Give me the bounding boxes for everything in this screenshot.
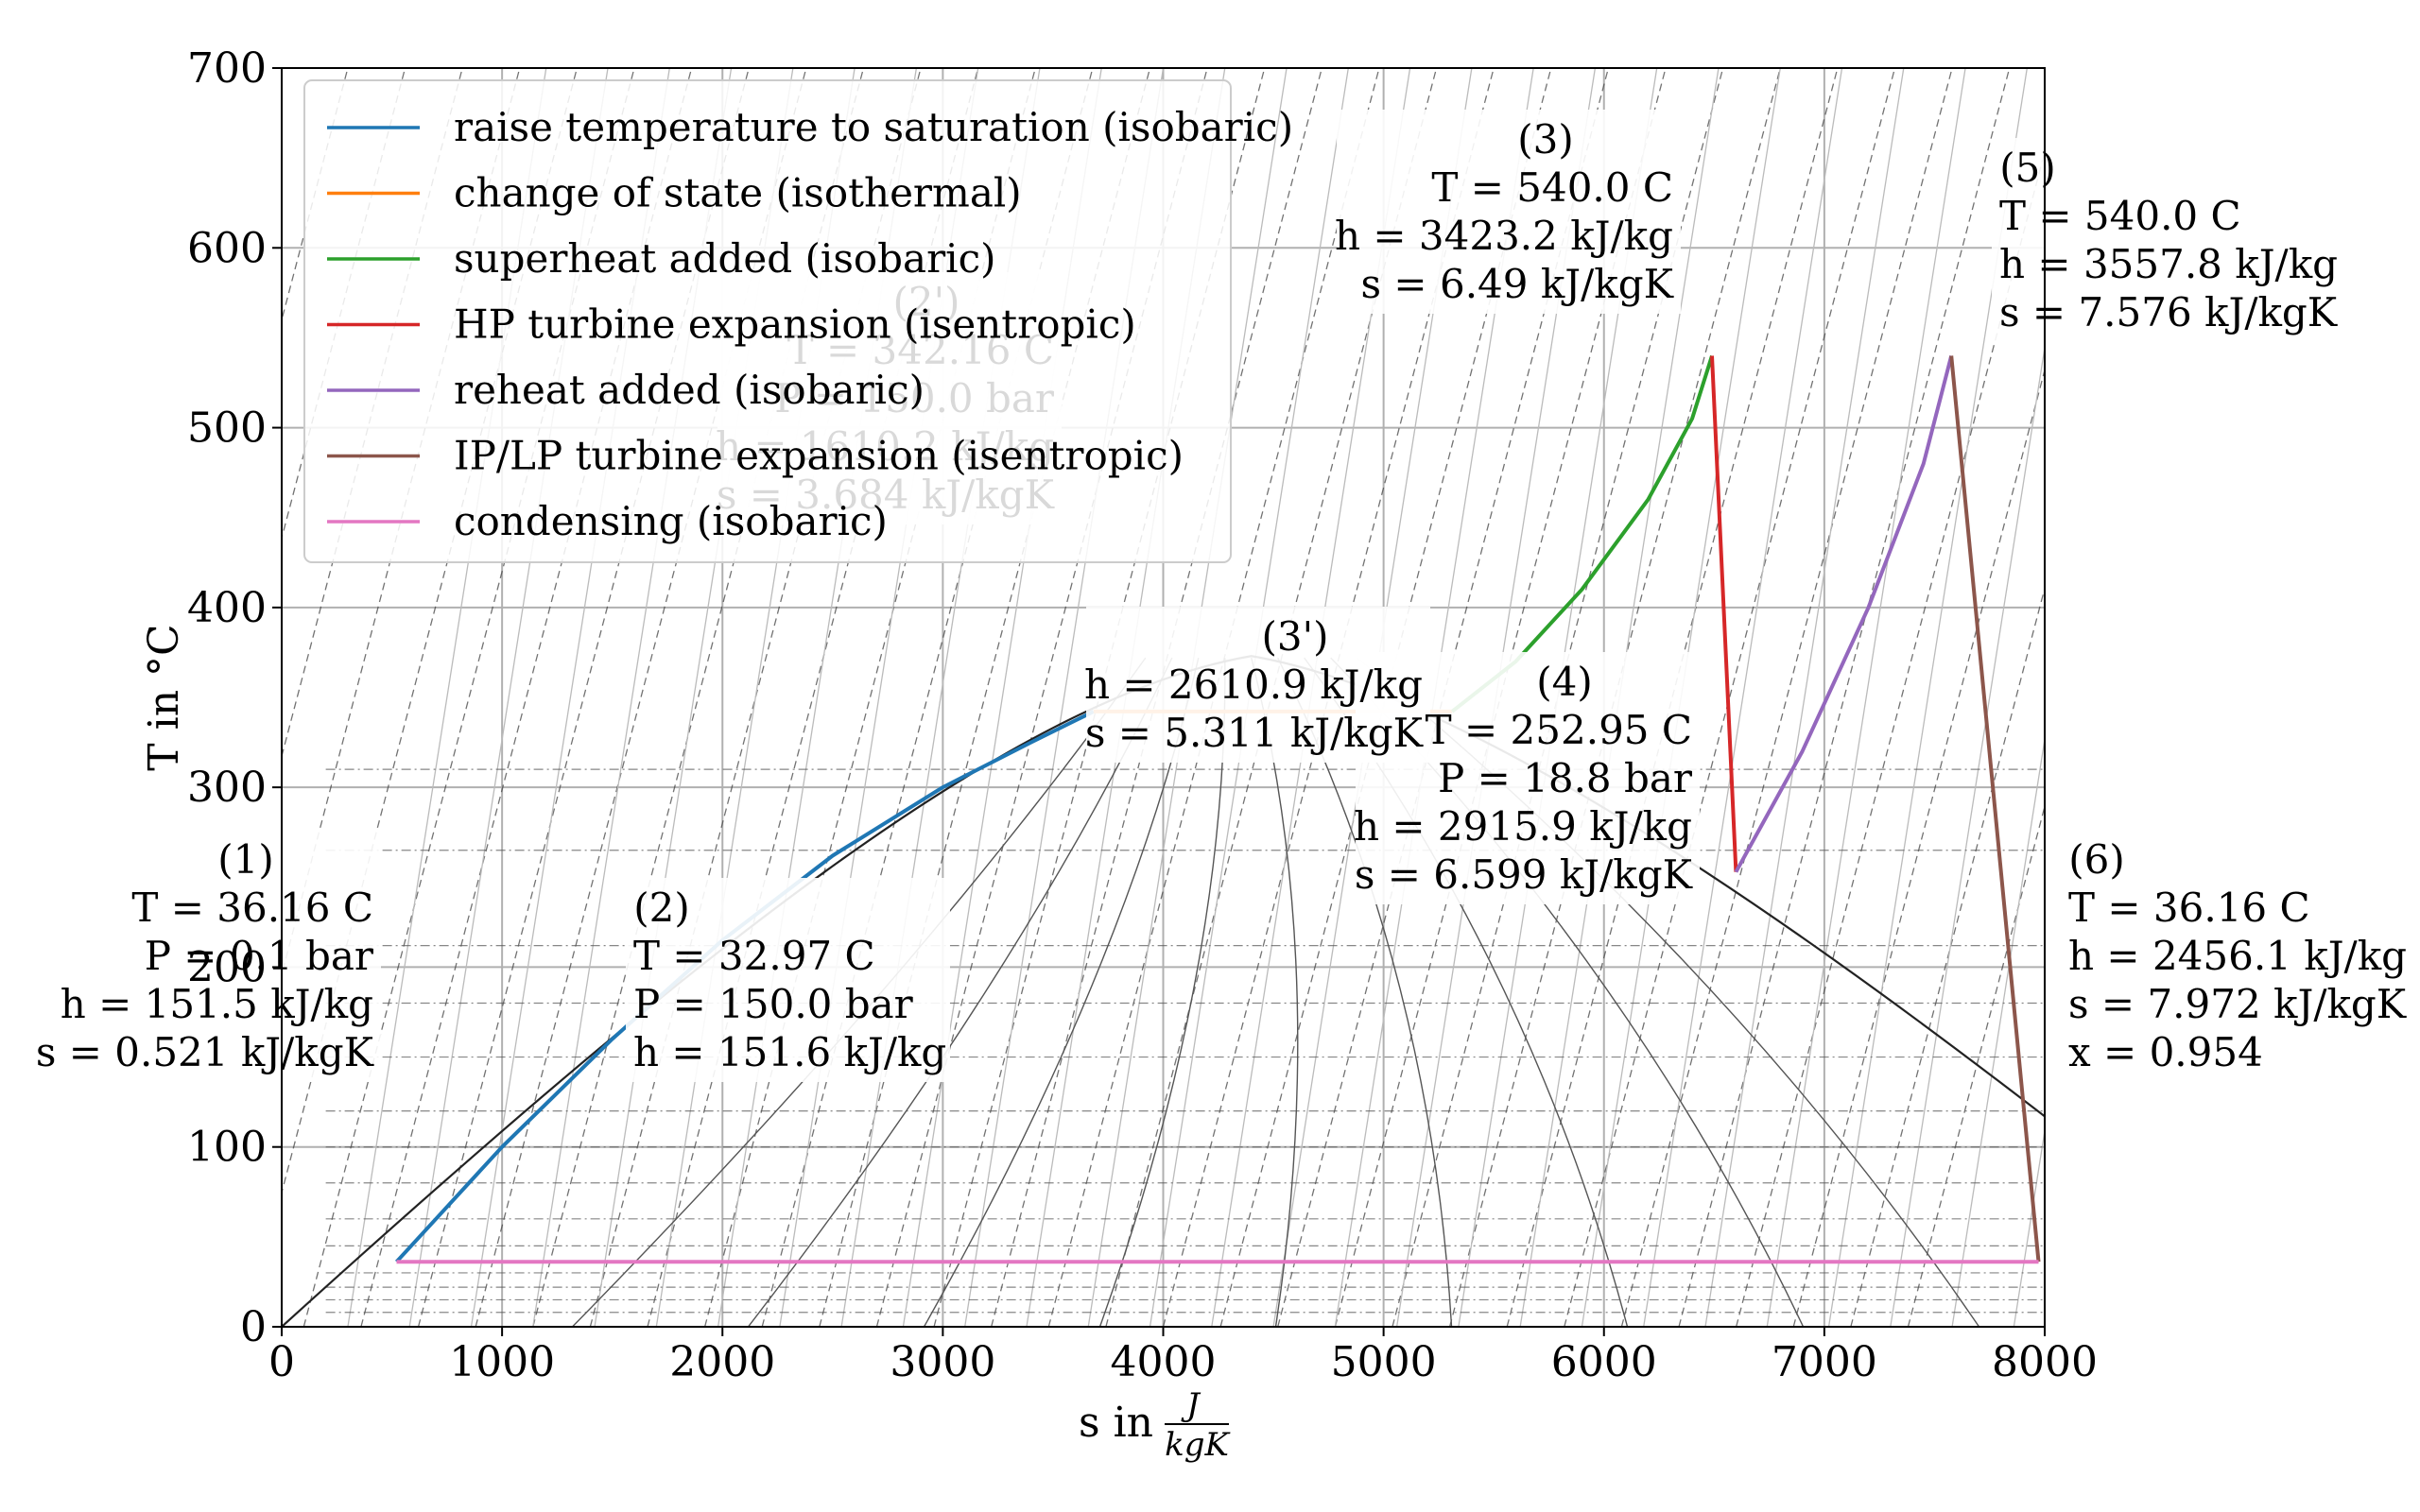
annotation-line: h = 2456.1 kJ/kg [2068, 933, 2407, 979]
annotation-background [1992, 138, 2336, 342]
annotation-line: s = 7.972 kJ/kgK [2068, 981, 2408, 1027]
isochore-line [1704, 68, 1905, 1327]
y-tick-label: 500 [187, 404, 267, 453]
legend: raise temperature to saturation (isobari… [303, 79, 1293, 563]
annotation-state-7: (5)T = 540.0 Ch = 3557.8 kJ/kgs = 7.576 … [1999, 145, 2339, 335]
annotation-background [2061, 830, 2405, 1082]
x-tick-label: 0 [268, 1338, 295, 1386]
annotation-line: x = 0.954 [2068, 1029, 2263, 1075]
annotation-line: s = 6.599 kJ/kgK [1355, 851, 1694, 898]
annotation-background [626, 878, 950, 1082]
annotation-line: s = 6.49 kJ/kgK [1361, 261, 1675, 307]
annotation-line: (3') [1261, 613, 1328, 660]
x-tick-label: 2000 [669, 1338, 775, 1386]
annotation-line: h = 2915.9 kJ/kg [1354, 803, 1692, 850]
annotation-state-5: (3)T = 540.0 Ch = 3423.2 kJ/kgs = 6.49 k… [1335, 116, 1675, 307]
annotation-line: h = 151.5 kJ/kg [60, 981, 373, 1027]
annotation-line: T = 36.16 C [2068, 885, 2310, 931]
y-tick-label: 100 [187, 1124, 267, 1172]
annotation-line: T = 32.97 C [633, 933, 875, 979]
legend-entry-7: condensing (isobaric) [454, 498, 888, 544]
annotation-line: h = 151.6 kJ/kg [633, 1029, 946, 1075]
annotation-line: T = 252.95 C [1426, 707, 1692, 753]
legend-entry-2: change of state (isothermal) [454, 170, 1022, 216]
isobar-line [1620, 68, 1953, 1327]
y-tick-label: 300 [187, 764, 267, 812]
annotation-line: P = 18.8 bar [1438, 755, 1693, 801]
annotation-line: s = 0.521 kJ/kgK [36, 1029, 375, 1075]
isochore-line [1643, 68, 1843, 1327]
isochore-line [1890, 343, 2045, 1327]
isobar-line [991, 68, 1322, 1327]
annotation-line: T = 36.16 C [131, 885, 373, 931]
annotation-line: (3) [1517, 116, 1574, 163]
x-tick-label: 8000 [1992, 1338, 2098, 1386]
annotation-state-4: (3')h = 2610.9 kJ/kgs = 5.311 kJ/kgK [1084, 613, 1425, 756]
annotation-line: s = 5.311 kJ/kgK [1085, 710, 1425, 756]
legend-entry-4: HP turbine expansion (isentropic) [454, 301, 1136, 348]
legend-box [303, 79, 1232, 563]
annotation-background [1337, 110, 1681, 314]
annotation-line: h = 3423.2 kJ/kg [1335, 213, 1673, 259]
isochore-line [1951, 735, 2045, 1327]
isobar-line [1047, 68, 1380, 1327]
y-tick-label: 0 [240, 1303, 267, 1351]
annotation-line: T = 540.0 C [1999, 193, 2241, 239]
series-line-4 [1710, 355, 1738, 872]
annotation-line: s = 7.576 kJ/kgK [1999, 289, 2339, 335]
isobar-line [1678, 68, 2011, 1327]
x-axis-unit-numerator: J [1181, 1386, 1201, 1424]
annotation-state-8: (6)T = 36.16 Ch = 2456.1 kJ/kgs = 7.972 … [2068, 836, 2408, 1075]
axis-labels: s in J kgK T in °C [140, 624, 1231, 1464]
y-axis-label: T in °C [140, 624, 188, 770]
annotation-line: P = 0.1 bar [145, 933, 374, 979]
x-axis-unit-denominator: kgK [1165, 1426, 1231, 1464]
legend-entry-5: reheat added (isobaric) [454, 367, 925, 413]
y-tick-label: 200 [187, 943, 267, 991]
isochore-line [1766, 68, 1966, 1327]
annotation-line: (4) [1536, 659, 1593, 705]
x-axis-label: s in [1079, 1399, 1153, 1447]
legend-entry-3: superheat added (isobaric) [454, 235, 996, 282]
x-tick-label: 4000 [1111, 1338, 1217, 1386]
isobar-line [1564, 68, 1896, 1327]
y-axis-ticks: 0 100 200 300 400 500 600 700 [187, 44, 282, 1351]
annotation-line: T = 540.0 C [1431, 164, 1673, 211]
annotation-line: (2) [633, 885, 690, 931]
annotation-background [37, 830, 381, 1082]
legend-entry-6: IP/LP turbine expansion (isentropic) [454, 433, 1184, 479]
x-tick-label: 3000 [890, 1338, 995, 1386]
y-tick-label: 700 [187, 44, 267, 93]
annotation-line: h = 2610.9 kJ/kg [1084, 662, 1423, 708]
isobar-line [1506, 68, 1839, 1327]
isobar-line [1448, 68, 1781, 1327]
isobar-line [282, 68, 349, 322]
annotation-line: (6) [2068, 836, 2125, 883]
annotation-background [1356, 652, 1700, 904]
annotation-line: P = 150.0 bar [633, 981, 914, 1027]
x-tick-label: 1000 [449, 1338, 555, 1386]
x-tick-label: 5000 [1331, 1338, 1437, 1386]
annotation-line: (1) [217, 836, 274, 883]
annotation-line: h = 3557.8 kJ/kg [1999, 241, 2338, 287]
x-tick-label: 7000 [1772, 1338, 1877, 1386]
legend-entry-1: raise temperature to saturation (isobari… [454, 104, 1293, 150]
x-tick-label: 6000 [1551, 1338, 1657, 1386]
series-line-5 [1734, 355, 1954, 873]
annotation-line: (5) [1999, 145, 2056, 191]
y-tick-label: 600 [187, 224, 267, 272]
x-axis-ticks: 0 1000 2000 3000 4000 5000 6000 7000 8000 [268, 1327, 2098, 1386]
y-tick-label: 400 [187, 584, 267, 632]
series-line-6 [1949, 355, 2041, 1263]
